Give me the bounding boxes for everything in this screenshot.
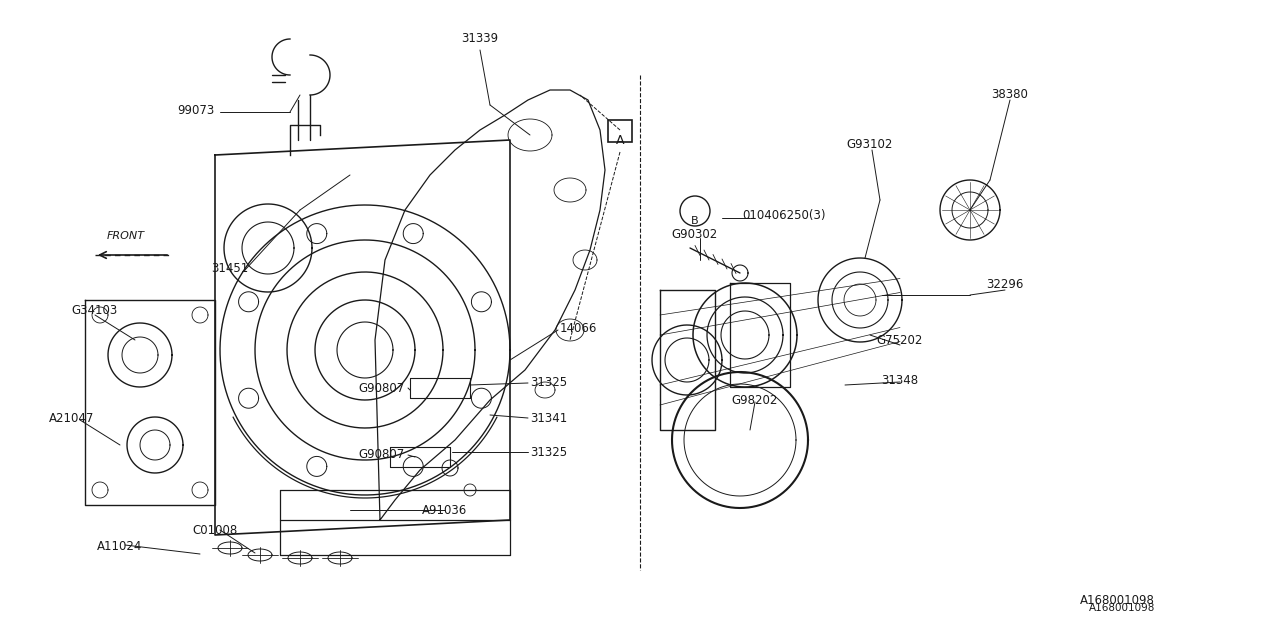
Text: 31341: 31341 (530, 412, 567, 424)
Text: 010406250(3): 010406250(3) (742, 209, 826, 221)
Text: A11024: A11024 (97, 540, 142, 552)
Text: 31348: 31348 (882, 374, 919, 387)
Text: 99073: 99073 (178, 104, 215, 116)
Text: G90302: G90302 (672, 228, 718, 241)
Text: 31325: 31325 (530, 376, 567, 390)
Text: A168001098: A168001098 (1088, 603, 1155, 613)
Text: G93102: G93102 (847, 138, 893, 152)
Text: G90807: G90807 (358, 449, 404, 461)
Text: A168001098: A168001098 (1080, 593, 1155, 607)
Text: A21047: A21047 (50, 412, 95, 424)
Text: 14066: 14066 (561, 321, 598, 335)
Text: 38380: 38380 (992, 88, 1028, 102)
Text: G34103: G34103 (72, 303, 118, 317)
FancyBboxPatch shape (608, 120, 632, 142)
Text: C01008: C01008 (192, 524, 238, 536)
Text: FRONT: FRONT (108, 231, 145, 241)
Text: A: A (616, 134, 625, 147)
Text: G90807: G90807 (358, 381, 404, 394)
Text: G98202: G98202 (732, 394, 778, 406)
Text: G75202: G75202 (877, 333, 923, 346)
Text: 31325: 31325 (530, 445, 567, 458)
Text: 32296: 32296 (987, 278, 1024, 291)
Text: 31339: 31339 (461, 31, 499, 45)
Text: B: B (691, 216, 699, 226)
Text: A91036: A91036 (422, 504, 467, 516)
FancyBboxPatch shape (680, 196, 710, 226)
Text: 31451: 31451 (211, 262, 248, 275)
